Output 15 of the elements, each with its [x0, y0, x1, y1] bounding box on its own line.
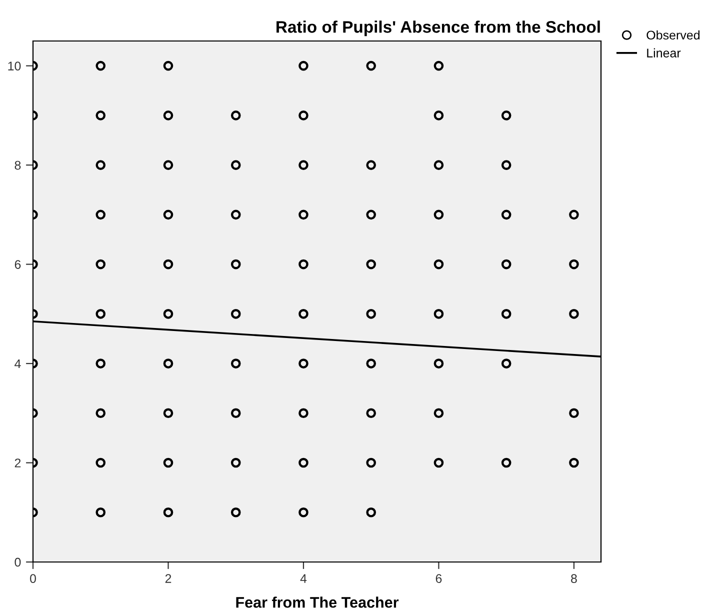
legend-label: Observed [646, 30, 700, 40]
x-tick-label: 0 [30, 574, 36, 583]
y-tick-label: 2 [14, 458, 21, 468]
y-tick-label: 6 [14, 260, 21, 269]
x-tick-label: 8 [571, 574, 577, 583]
y-tick-label: 10 [8, 62, 21, 70]
x-tick-label: 6 [436, 574, 442, 583]
x-tick-label: 2 [165, 574, 172, 583]
legend-label: Linear [647, 48, 681, 58]
y-tick-label: 8 [14, 160, 21, 170]
y-tick-label: 0 [14, 558, 21, 567]
x-axis-title: Fear from The Teacher [236, 596, 399, 608]
y-tick-label: 4 [14, 359, 21, 368]
x-tick-label: 4 [300, 574, 307, 583]
chart-title: Ratio of Pupils' Absence from the School [276, 20, 600, 36]
